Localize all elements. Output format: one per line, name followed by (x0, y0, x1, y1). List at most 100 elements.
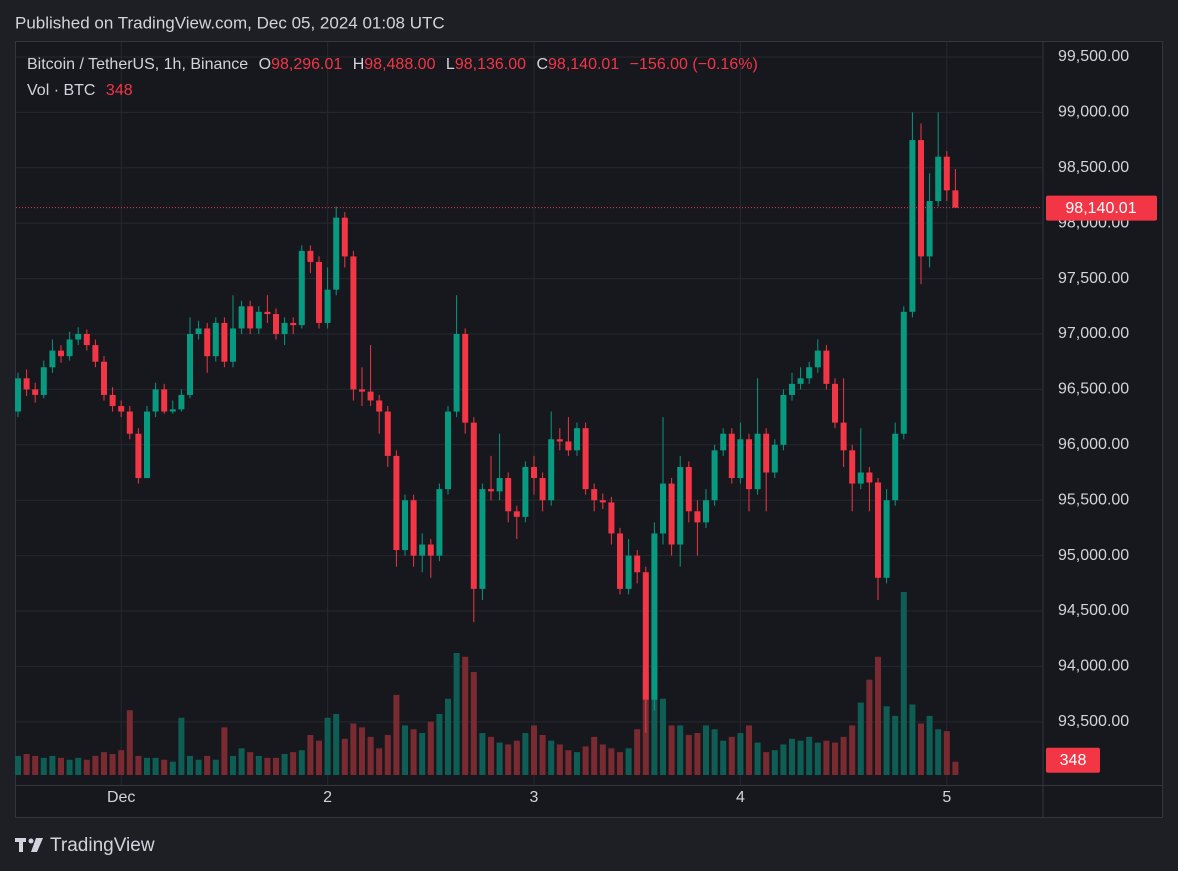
volume-bar (367, 736, 374, 775)
candle-body (685, 466, 692, 512)
volume-bar (479, 733, 486, 775)
candle-body (488, 489, 494, 492)
volume-bar (49, 755, 56, 775)
volume-bar (625, 748, 632, 775)
volume-bar (900, 592, 907, 775)
candle-body (522, 466, 529, 517)
volume-bar (359, 727, 365, 775)
candle-body (823, 350, 830, 384)
candle-body (307, 250, 314, 262)
candle-body (221, 322, 228, 362)
volume-bar (668, 725, 675, 775)
candle-body (651, 533, 658, 700)
field-key: C (536, 56, 548, 73)
candle-body (23, 378, 30, 390)
candle-body (952, 190, 959, 208)
candle-body (505, 478, 512, 512)
candle-body (75, 333, 82, 340)
candle-body (264, 311, 271, 315)
y-tick-label: 99,000.00 (1058, 104, 1129, 121)
volume-bar (32, 755, 39, 775)
y-tick-label: 97,000.00 (1058, 325, 1129, 342)
volume-bar (23, 754, 30, 775)
candle-body (642, 572, 649, 700)
volume-bar (599, 744, 606, 775)
volume-bar (909, 704, 916, 775)
candle-body (273, 314, 279, 334)
candle-body (247, 306, 254, 329)
candle-body (857, 472, 864, 484)
candle-body (15, 378, 21, 412)
volume-bar (350, 723, 357, 775)
last-price-label: 98,140.01 (1065, 200, 1136, 217)
volume-bar (832, 742, 838, 775)
volume-bar (591, 736, 598, 775)
volume-bar (660, 698, 666, 775)
candle-body (771, 444, 778, 473)
candle-body (135, 433, 142, 479)
volume-bar (806, 736, 813, 775)
candle-body (617, 533, 623, 589)
candle-body (169, 409, 176, 412)
candle-body (230, 328, 236, 362)
candle-body (918, 140, 924, 257)
volume-bar (316, 740, 322, 775)
candle-body (453, 333, 460, 412)
candle-body (608, 502, 615, 534)
candle-body (367, 391, 374, 401)
candle-body (316, 261, 322, 323)
y-tick-label: 93,500.00 (1058, 713, 1129, 730)
published-note: Published on TradingView.com, Dec 05, 20… (15, 13, 445, 32)
chart-pane (15, 41, 1163, 818)
candle-body (410, 500, 417, 556)
volume-bar (135, 755, 142, 775)
volume-bar (445, 698, 451, 775)
candle-body (875, 482, 881, 578)
volume-bar (849, 725, 856, 775)
volume-bar (187, 755, 193, 775)
last-volume-tag (1046, 747, 1100, 773)
volume-bar (780, 744, 787, 775)
volume-bar (892, 715, 899, 775)
candle-body (462, 333, 469, 423)
last-price-tag (1046, 195, 1157, 221)
candles (15, 112, 959, 733)
volume-bar (634, 729, 641, 775)
y-tick-label: 95,000.00 (1058, 547, 1129, 564)
legend: Bitcoin / TetherUS, 1h, Binance O98,296.… (27, 56, 758, 73)
axes: 93,500.00 94,000.00 94,500.00 95,000.00 95,5… (16, 48, 1157, 806)
candle-body (333, 217, 340, 290)
volume-bar (926, 715, 933, 775)
y-tick-label: 98,500.00 (1058, 159, 1129, 176)
volume-bar (238, 748, 245, 775)
logo-part (19, 838, 23, 852)
x-tick-label: Dec (107, 789, 135, 806)
candle-body (660, 483, 666, 534)
candle-body (866, 472, 873, 483)
volume-bar (178, 717, 185, 775)
volume-bar (264, 757, 271, 775)
candle-body (574, 428, 580, 451)
candle-body (187, 333, 193, 395)
candle-body (943, 156, 950, 191)
candle-body (324, 289, 331, 323)
candle-body (634, 555, 641, 573)
candle-body (118, 406, 125, 412)
candle-body (539, 478, 546, 501)
volume-bar (505, 744, 512, 775)
volume-bar (694, 733, 701, 775)
y-tick-label: 96,500.00 (1058, 381, 1129, 398)
candle-body (58, 350, 64, 357)
volume-bar (462, 656, 469, 775)
candle-body (298, 250, 305, 326)
volume-bar (814, 742, 821, 775)
candle-body (900, 311, 907, 434)
y-tick-label: 99,500.00 (1058, 48, 1129, 65)
candle-body (780, 394, 787, 445)
candle-body (238, 306, 245, 329)
candle-body (513, 511, 520, 517)
candle-body (737, 439, 744, 479)
candle-body (178, 394, 185, 410)
volume-bar (711, 729, 718, 775)
candle-body (212, 322, 219, 357)
